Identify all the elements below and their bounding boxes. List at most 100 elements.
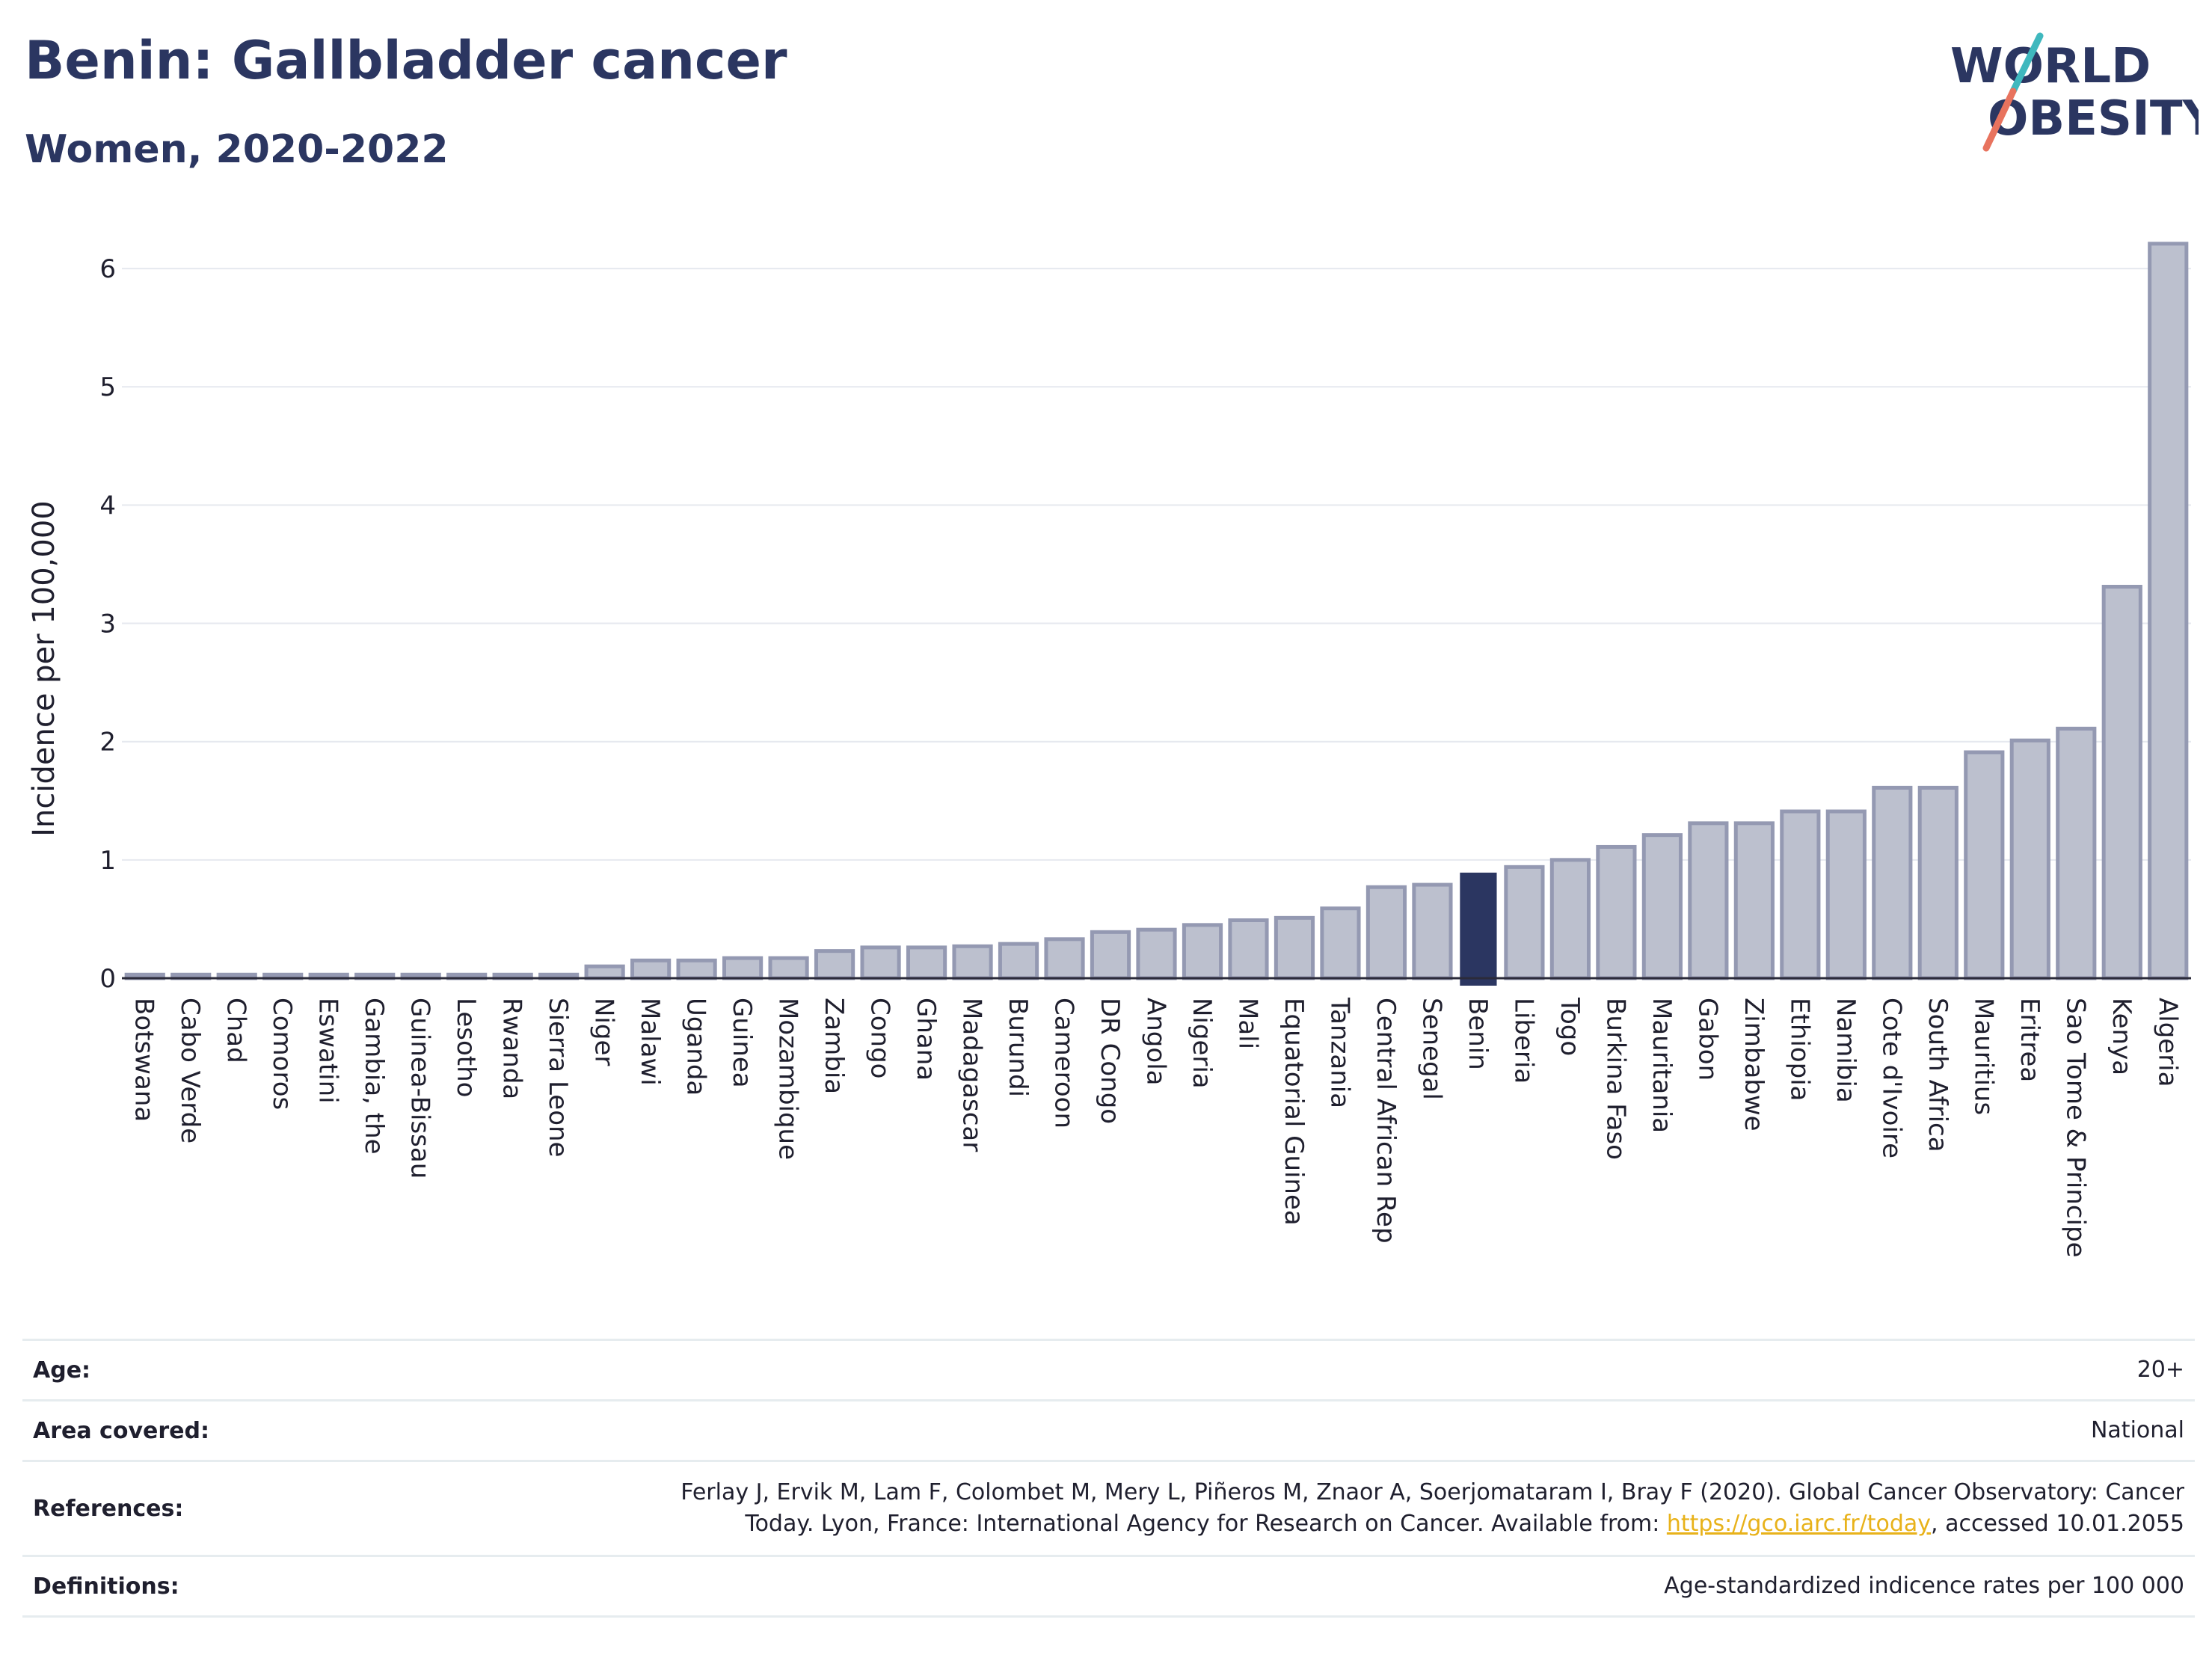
x-tick-label: Equatorial Guinea [1279, 998, 1309, 1226]
bar [1320, 906, 1361, 980]
bar [2009, 738, 2050, 980]
x-tick-label: Togo [1555, 997, 1585, 1056]
area-value: National [432, 1399, 2195, 1462]
bar [1825, 809, 1867, 980]
x-tick-label: Congo [865, 998, 895, 1078]
bar [1917, 785, 1958, 980]
x-tick-label: Sierra Leone [543, 998, 573, 1157]
x-tick-label: Comoros [267, 998, 297, 1110]
info-row-area: Area covered: National [22, 1399, 2195, 1462]
x-tick-label: Eswatini [313, 998, 343, 1104]
logo-slash-teal [2009, 32, 2044, 95]
x-tick-label: Algeria [2152, 998, 2182, 1087]
bar [584, 964, 625, 980]
references-label: References: [22, 1460, 432, 1557]
x-tick-label: Burkina Faso [1600, 998, 1630, 1160]
bar [1641, 833, 1683, 980]
bar [1274, 915, 1315, 980]
x-tick-label: DR Congo [1095, 998, 1125, 1124]
bar [1228, 918, 1269, 980]
bar [1688, 821, 1729, 980]
x-tick-label: Gabon [1692, 998, 1722, 1081]
area-label: Area covered: [22, 1399, 432, 1462]
bar [2056, 726, 2097, 980]
bar [1549, 858, 1591, 980]
x-tick-label: Senegal [1416, 998, 1446, 1100]
y-tick-label: 5 [99, 372, 116, 402]
bar [1964, 750, 2005, 980]
y-tick-label: 3 [99, 610, 116, 639]
bar [814, 949, 855, 980]
info-row-definitions: Definitions: Age-standardized indicence … [22, 1555, 2195, 1618]
chart-title: Benin: Gallbladder cancer [25, 30, 787, 91]
logo-line-1: WORLD [1950, 39, 2151, 94]
x-tick-label: Lesotho [451, 998, 481, 1097]
x-tick-label: Eritrea [2015, 998, 2044, 1082]
bar [768, 956, 809, 980]
bar [1044, 937, 1085, 980]
x-tick-label: Nigeria [1187, 998, 1217, 1089]
x-tick-label: Namibia [1831, 998, 1861, 1103]
info-row-references: References: Ferlay J, Ervik M, Lam F, Co… [22, 1460, 2195, 1557]
bar [1182, 923, 1223, 980]
y-tick-label: 0 [99, 964, 116, 994]
y-tick-label: 2 [99, 728, 116, 758]
age-label: Age: [22, 1339, 432, 1401]
x-tick-label: Kenya [2107, 998, 2136, 1075]
x-tick-label: Zambia [819, 998, 849, 1094]
x-tick-label: Burundi [1003, 998, 1033, 1097]
bar [1412, 882, 1453, 980]
x-tick-label: South Africa [1923, 998, 1953, 1152]
world-obesity-logo: WORLD OBESITY [1950, 32, 2199, 152]
bar [1872, 785, 1913, 980]
bar [630, 958, 672, 980]
definitions-label: Definitions: [22, 1555, 432, 1618]
x-tick-label: Mauritius [1968, 998, 1998, 1115]
x-tick-label: Ethiopia [1784, 998, 1814, 1101]
bar [1733, 821, 1775, 980]
bar-chart: 0 1 2 3 4 5 6 Incidence per 100,000 Botswana Cabo… [27, 242, 2191, 1258]
references-line-1: Ferlay J, Ervik M, Lam F, Colombet M, Me… [681, 1479, 2184, 1505]
x-tick-label: Sao Tome & Principe [2060, 998, 2090, 1258]
bar [2101, 585, 2142, 980]
chart-subtitle: Women, 2020-2022 [25, 127, 449, 172]
y-tick-label: 6 [99, 254, 116, 284]
references-line-2-text: Today. Lyon, France: International Agenc… [745, 1511, 1667, 1537]
x-tick-label: Angola [1141, 998, 1171, 1085]
x-tick-label: Madagascar [957, 998, 987, 1152]
bar [676, 958, 717, 980]
y-axis-title: Incidence per 100,000 [27, 500, 61, 837]
bar [1780, 809, 1821, 980]
age-value: 20+ [432, 1339, 2195, 1401]
x-tick-label: Cameroon [1049, 998, 1079, 1129]
bar [906, 945, 947, 980]
x-tick-label: Central African Rep [1371, 998, 1401, 1244]
x-tick-label: Guinea-Bissau [405, 998, 435, 1179]
x-tick-label: Malawi [635, 998, 665, 1086]
bar [952, 944, 993, 980]
bar [722, 956, 764, 980]
references-link[interactable]: https://gco.iarc.fr/today [1666, 1511, 1932, 1537]
bar [1596, 844, 1637, 980]
x-tick-label: Ghana [911, 998, 941, 1081]
bar [860, 945, 901, 980]
references-accessed: , accessed 10.01.2055 [1931, 1511, 2184, 1537]
info-row-age: Age: 20+ [22, 1339, 2195, 1401]
x-tick-label: Liberia [1508, 998, 1538, 1084]
x-tick-label: Benin [1463, 998, 1493, 1070]
x-tick-label: Guinea [727, 998, 757, 1088]
y-tick-label: 4 [99, 491, 116, 521]
definitions-value: Age-standardized indicence rates per 100… [432, 1555, 2195, 1618]
x-tick-label: Cabo Verde [175, 998, 205, 1143]
bar [1136, 927, 1177, 980]
x-tick-label: Mozambique [773, 998, 803, 1160]
x-tick-label: Cote d'Ivoire [1876, 998, 1906, 1158]
info-table: Age: 20+ Area covered: National Referenc… [22, 1339, 2195, 1618]
x-tick-label: Niger [589, 998, 619, 1066]
x-tick-label: Tanzania [1324, 997, 1354, 1108]
bar [2148, 242, 2189, 980]
logo-line-2: OBESITY [1988, 91, 2199, 147]
bar [1504, 865, 1545, 980]
bar [1090, 930, 1131, 980]
x-tick-label: Chad [221, 998, 251, 1063]
